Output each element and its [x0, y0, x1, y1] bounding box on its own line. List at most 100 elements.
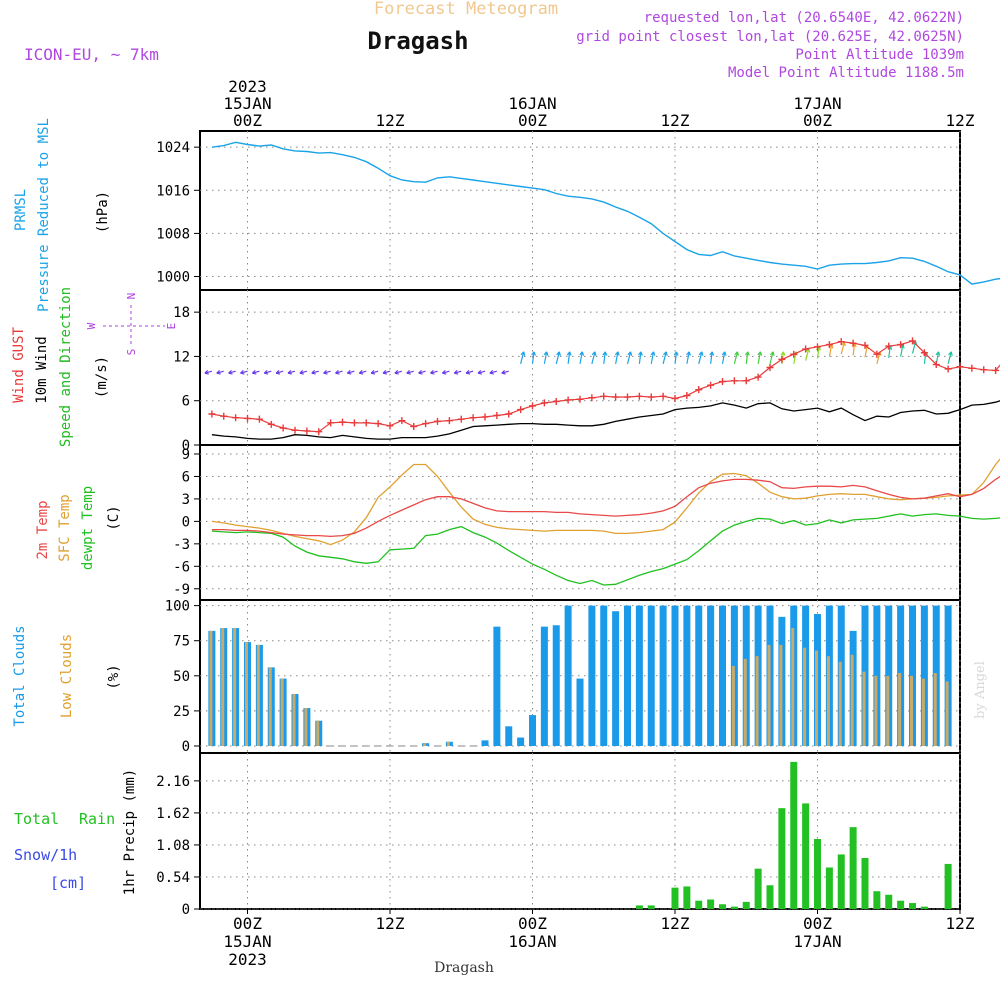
- gust-marker: [659, 392, 667, 400]
- precip-frame: [199, 752, 961, 910]
- gust-marker: [861, 341, 869, 349]
- pressure-label-2: Pressure Reduced to MSL: [36, 118, 52, 312]
- wind-arrow-head: [430, 369, 435, 375]
- total-cloud-bar: [683, 605, 691, 746]
- wind-direction-arrow: [947, 351, 952, 364]
- low-cloud-bar: [755, 656, 759, 746]
- wind-direction-arrow: [816, 346, 820, 359]
- cloud-unit: (%): [106, 664, 122, 689]
- total-cloud-bar: [944, 605, 952, 746]
- gust-marker: [232, 414, 240, 422]
- wind-direction-arrow: [603, 351, 606, 364]
- wind-direction-arrow: [615, 351, 619, 364]
- precip-bar: [861, 857, 869, 909]
- wind-grid: [200, 290, 961, 446]
- gust-marker: [766, 364, 774, 371]
- bottom-time-label: 15JAN: [223, 932, 271, 951]
- low-cloud-bar: [791, 628, 795, 746]
- wind-label-2: 10m Wind: [34, 336, 50, 403]
- wind-arrow-head: [311, 369, 316, 375]
- gust-marker: [968, 364, 976, 372]
- gridpoint-coords: grid point closest lon,lat (20.625E, 42.…: [576, 29, 964, 45]
- gust-marker: [540, 399, 548, 407]
- top-time-label: 2023: [228, 77, 267, 96]
- wind-arrow-head: [686, 351, 691, 356]
- pressure-grid: [200, 131, 961, 290]
- gust-marker: [897, 341, 905, 349]
- gust-marker: [600, 392, 608, 400]
- gust-marker: [707, 381, 715, 389]
- precip-bar: [730, 906, 738, 909]
- wind-label-1: Wind GUST: [11, 327, 27, 403]
- low-cloud-bar: [921, 678, 925, 746]
- gust-marker: [303, 427, 311, 435]
- temp-label-3: dewpt Temp: [80, 486, 96, 570]
- wind-direction-arrow: [828, 344, 833, 357]
- wind-arrow-head: [780, 351, 786, 356]
- wind-arrow-head: [441, 369, 447, 375]
- y-tick-label: -6: [173, 559, 190, 575]
- wind-direction-arrow: [840, 341, 845, 355]
- precip-bar: [802, 803, 810, 909]
- wind-direction-arrow: [543, 351, 548, 364]
- gust-marker: [635, 392, 643, 400]
- wind-direction-arrow: [650, 351, 655, 364]
- wind-arrow-head: [627, 351, 633, 356]
- precip-bar: [778, 808, 786, 909]
- wind-arrow-head: [501, 369, 506, 375]
- gust-marker: [505, 410, 513, 418]
- precip-bar: [873, 891, 881, 909]
- wind-axis: 0 6 12 18: [173, 305, 200, 454]
- wind-direction-arrow: [520, 351, 525, 364]
- gust-marker: [778, 355, 786, 363]
- y-tick-label: 18: [173, 305, 190, 321]
- bottom-time-label: 00Z: [803, 914, 832, 933]
- y-tick-label: 6: [182, 469, 190, 485]
- wind-arrow-head: [240, 369, 245, 375]
- wind-arrow-head: [323, 369, 328, 375]
- low-cloud-bar: [898, 672, 902, 746]
- precip-bar: [766, 885, 774, 909]
- wind-direction-arrow: [733, 351, 739, 364]
- y-tick-label: 1024: [156, 140, 190, 156]
- top-time-label: 12Z: [376, 111, 405, 130]
- gust-marker: [873, 350, 881, 358]
- gust-marker: [802, 345, 810, 353]
- wind-arrow-head: [591, 351, 597, 356]
- gust-marker: [719, 378, 726, 386]
- wind-arrow-head: [204, 369, 209, 375]
- low-cloud-bar: [292, 694, 296, 746]
- cloud-panel: 0 25 50 75 100 Total Clouds Low Clouds (%) b…: [12, 599, 988, 755]
- wind-arrow-head: [638, 351, 643, 356]
- wind-arrow-head: [299, 369, 304, 375]
- wind-arrow-head: [228, 369, 233, 375]
- gust-marker: [529, 402, 536, 410]
- watermark: by Angel: [973, 661, 988, 719]
- gust-marker: [790, 350, 798, 358]
- total-cloud-bar: [707, 605, 715, 746]
- total-cloud-bar: [671, 605, 679, 746]
- y-tick-label: 0: [182, 739, 190, 755]
- gust-marker: [350, 419, 358, 427]
- gust-marker: [481, 413, 489, 421]
- gust-marker: [220, 412, 228, 420]
- precip-label-snow: Snow/1h: [14, 846, 77, 864]
- total-cloud-bar: [576, 678, 584, 746]
- low-cloud-bar: [245, 642, 248, 746]
- wind-arrow-head: [216, 369, 221, 375]
- precip-panel: 0 0.54 1.08 1.62 2.16 Total Rain Snow/1h [cm…: [14, 752, 961, 918]
- low-cloud-bar: [862, 671, 866, 746]
- gust-marker: [255, 415, 263, 423]
- y-tick-label: 1000: [156, 270, 190, 286]
- total-cloud-bar: [529, 715, 536, 746]
- gust-marker: [469, 414, 477, 422]
- footer-station: Dragash: [434, 960, 494, 976]
- wind-arrow-head: [531, 351, 537, 356]
- precip-bar: [909, 903, 916, 909]
- wind-arrow-head: [275, 369, 281, 375]
- bottom-time-label: 12Z: [376, 914, 405, 933]
- gust-marker: [754, 373, 762, 381]
- temp-label-1: 2m Temp: [35, 500, 51, 559]
- low-cloud-bar: [910, 675, 913, 746]
